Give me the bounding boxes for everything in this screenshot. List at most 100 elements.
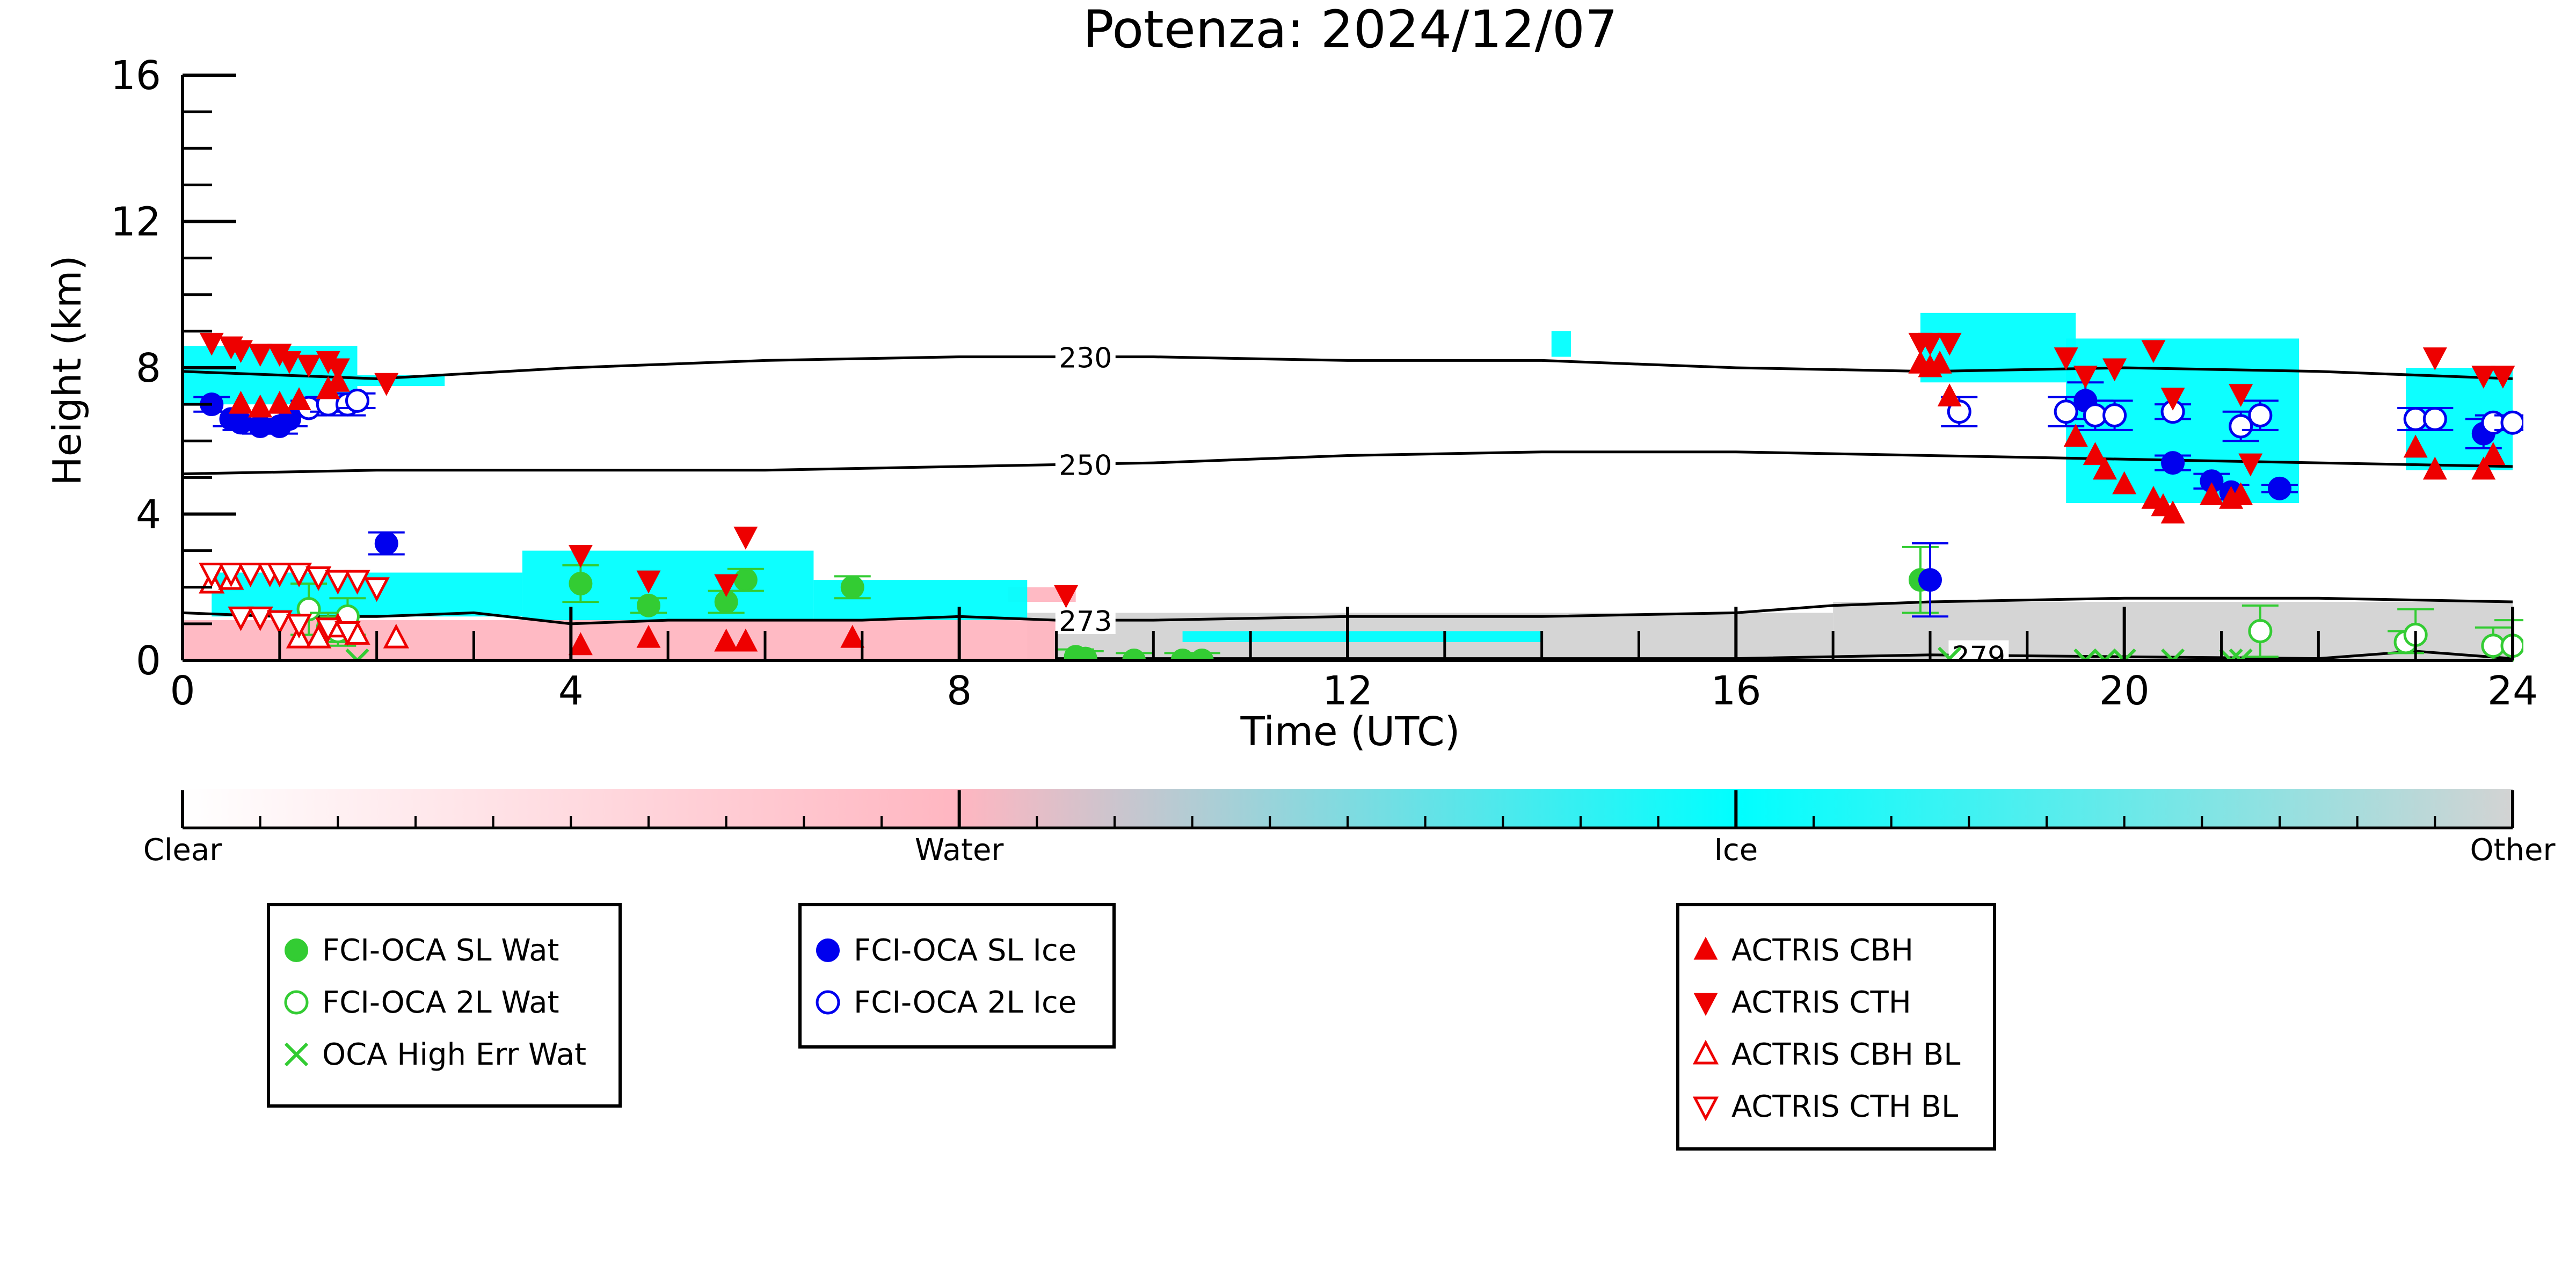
marker-point	[636, 624, 661, 648]
marker-point	[2054, 399, 2078, 424]
marker-point	[2403, 434, 2428, 458]
marker-point	[2500, 410, 2523, 435]
y-tick-label: 0	[136, 638, 161, 684]
marker-point	[285, 938, 308, 962]
marker-point	[733, 568, 758, 592]
x-tick-label: 8	[947, 668, 972, 714]
marker-point	[248, 344, 273, 367]
marker-point	[1692, 1096, 1719, 1122]
legend-box-3: ACTRIS CBH ACTRIS CTH ACTRIS CBH BL ACTRIS …	[1676, 903, 1996, 1151]
cloud-region-ice	[522, 550, 814, 621]
marker-point	[1073, 646, 1097, 661]
marker-point	[2102, 403, 2127, 428]
contour-line	[183, 355, 2513, 380]
y-tick-label: 12	[111, 199, 161, 245]
legend-label: ACTRIS CTH BL	[1731, 1089, 1958, 1124]
marker-point	[266, 563, 293, 587]
plot-clip-group: 230 250 273 279	[183, 312, 2523, 673]
legend-entry: ACTRIS CBH	[1693, 933, 1913, 968]
marker-point	[816, 938, 840, 962]
marker-point	[345, 388, 369, 413]
marker-point	[305, 566, 332, 591]
marker-point	[2160, 500, 2185, 523]
legend-entry: FCI-OCA 2L Wat	[284, 985, 559, 1020]
contour-label-bg	[1055, 605, 1116, 635]
marker-point	[2491, 366, 2515, 389]
legend-frame	[1676, 903, 1996, 1151]
marker-point	[2229, 414, 2253, 439]
marker-point	[2199, 482, 2224, 505]
marker-point	[383, 623, 409, 649]
marker-point	[296, 354, 321, 378]
marker-point	[1693, 993, 1718, 1016]
contour-label: 279	[1952, 641, 2005, 673]
legend-entry: ACTRIS CBH BL	[1692, 1037, 1960, 1072]
x-tick-label: 4	[558, 668, 584, 714]
y-tick-label: 4	[136, 492, 161, 538]
marker-point	[637, 593, 660, 617]
y-tick-label: 16	[111, 53, 161, 99]
marker-point	[569, 571, 593, 595]
legend-label: FCI-OCA SL Wat	[322, 933, 559, 968]
marker-point	[2161, 451, 2185, 475]
legend-frame	[267, 903, 622, 1108]
marker-point	[714, 628, 739, 652]
contour-label: 273	[1059, 606, 1112, 638]
x-tick-label: 20	[2099, 668, 2150, 714]
x-axis-label: Time (UTC)	[1240, 709, 1460, 755]
marker-point	[2112, 471, 2137, 494]
marker-point	[315, 617, 341, 643]
contour-label-bg	[1055, 449, 1116, 478]
legend-entry: FCI-OCA SL Wat	[285, 933, 559, 968]
legend-label: ACTRIS CBH	[1731, 933, 1913, 968]
marker-point	[733, 526, 758, 550]
marker-point	[374, 532, 398, 555]
marker-point	[286, 563, 312, 587]
marker-point	[2471, 366, 2496, 389]
marker-point	[2229, 384, 2253, 407]
marker-point	[2471, 456, 2496, 480]
legend-entry: ACTRIS CTH BL	[1692, 1089, 1958, 1124]
legend-label: OCA High Err Wat	[322, 1037, 586, 1072]
marker-point	[229, 340, 253, 363]
x-tick-label: 16	[1711, 668, 1761, 714]
marker-point	[363, 577, 390, 602]
marker-point	[305, 623, 332, 649]
legend-box-2: FCI-OCA SL Ice FCI-OCA 2L Ice	[798, 903, 1116, 1049]
x-tick-label: 0	[170, 668, 195, 714]
legend-label: FCI-OCA SL Ice	[854, 933, 1076, 968]
marker-point	[2093, 456, 2117, 480]
legend-entry: OCA High Err Wat	[284, 1037, 586, 1072]
cloud-region-ice	[1182, 631, 1542, 642]
marker-point	[266, 610, 293, 635]
marker-point	[287, 387, 311, 410]
legend-label: ACTRIS CTH	[1731, 985, 1911, 1020]
marker-point	[568, 632, 593, 656]
marker-point	[2083, 442, 2107, 465]
marker-point	[2422, 456, 2447, 480]
marker-point	[374, 373, 399, 396]
legend-frame	[798, 903, 1116, 1049]
contour-label: 230	[1059, 343, 1112, 375]
marker-point	[2248, 403, 2273, 428]
legend-entry: FCI-OCA 2L Ice	[816, 985, 1076, 1020]
marker-point	[568, 544, 593, 568]
marker-point	[636, 570, 661, 594]
marker-point	[1937, 383, 1962, 406]
contour-line	[183, 450, 2513, 476]
marker-point	[2248, 619, 2273, 643]
marker-point	[1054, 585, 1079, 608]
colorbar-label: Water	[915, 833, 1005, 868]
marker-point	[1927, 350, 1952, 374]
marker-point	[286, 614, 312, 639]
marker-point	[248, 394, 273, 418]
y-tick-label: 8	[136, 345, 161, 391]
series-actris-cth-bl	[199, 563, 390, 646]
marker-point	[1918, 568, 1942, 592]
marker-point	[733, 628, 758, 652]
marker-point	[344, 570, 370, 595]
x-tick-label: 12	[1322, 668, 1373, 714]
marker-point	[2102, 358, 2127, 382]
y-axis-label: Height (km)	[45, 256, 90, 486]
marker-point	[284, 1042, 309, 1067]
